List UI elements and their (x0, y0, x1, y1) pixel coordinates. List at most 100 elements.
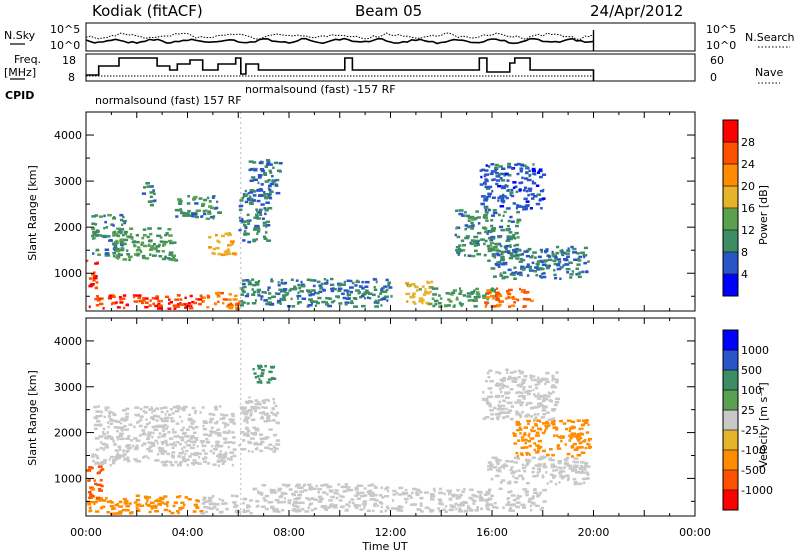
echo-cell (493, 290, 496, 293)
echo-cell (528, 453, 531, 456)
echo-cell (223, 502, 228, 505)
echo-cell (531, 180, 535, 183)
echo-cell (260, 372, 265, 375)
velocity-colorbar-label: Velocity [m s⁻¹] (757, 382, 770, 467)
echo-cell (437, 302, 442, 305)
echo-cell (268, 428, 273, 431)
echo-cell (535, 262, 540, 266)
echo-cell (103, 214, 106, 218)
echo-cell (495, 416, 499, 419)
echo-cell (216, 293, 219, 297)
echo-cell (228, 418, 232, 421)
echo-cell (242, 285, 247, 289)
colorbar-segment (723, 186, 738, 209)
echo-cell (577, 275, 582, 279)
echo-cell (99, 479, 103, 482)
echo-cell (280, 290, 283, 293)
echo-cell (208, 205, 213, 208)
echo-cell (465, 235, 470, 238)
echo-cell (504, 392, 509, 395)
echo-cell (515, 451, 519, 455)
echo-cell (586, 465, 591, 468)
echo-cell (471, 493, 476, 497)
nsearch-series (85, 32, 594, 40)
echo-cell (135, 439, 141, 442)
echo-cell (112, 233, 117, 237)
echo-cell (387, 489, 390, 493)
echo-cell (422, 293, 427, 296)
echo-cell (478, 496, 484, 499)
echo-cell (113, 241, 116, 244)
echo-cell (247, 191, 250, 195)
echo-cell (455, 226, 461, 229)
echo-cell (529, 509, 533, 512)
echo-cell (182, 432, 187, 435)
echo-cell (294, 501, 298, 505)
echo-cell (488, 185, 493, 189)
echo-cell (141, 301, 144, 305)
echo-cell (387, 281, 391, 284)
colorbar-segment (723, 410, 738, 431)
echo-cell (459, 303, 464, 306)
echo-cell (222, 421, 226, 425)
range-tick-label: 1000 (54, 472, 82, 485)
echo-cell (233, 505, 237, 508)
echo-cell (418, 288, 422, 291)
echo-cell (88, 466, 93, 469)
echo-cell (263, 237, 268, 240)
echo-cell (539, 169, 542, 172)
echo-cell (522, 380, 526, 383)
echo-cell (215, 420, 219, 424)
echo-cell (566, 452, 571, 456)
echo-cell (98, 489, 103, 492)
power-colorbar-label: Power [dB] (757, 185, 770, 245)
echo-cell (462, 244, 466, 247)
echo-cell (103, 226, 106, 230)
echo-cell (273, 446, 277, 450)
echo-cell (123, 232, 128, 236)
echo-cell (586, 477, 590, 480)
echo-cell (509, 507, 513, 510)
echo-cell (93, 416, 99, 419)
echo-cell (261, 291, 267, 294)
echo-cell (469, 488, 474, 491)
echo-cell (141, 192, 146, 195)
echo-cell (241, 289, 245, 292)
echo-cell (256, 403, 262, 406)
echo-cell (226, 252, 229, 256)
echo-cell (162, 243, 167, 246)
echo-cell (551, 419, 556, 423)
echo-cell (251, 293, 256, 296)
echo-cell (256, 199, 261, 203)
echo-cell (145, 182, 150, 185)
echo-cell (482, 417, 487, 420)
echo-cell (372, 278, 378, 281)
echo-cell (521, 463, 525, 467)
echo-cell (89, 500, 94, 504)
echo-cell (168, 251, 174, 254)
echo-cell (116, 435, 120, 439)
echo-cell (256, 217, 261, 220)
echo-cell (275, 443, 281, 446)
echo-cell (541, 474, 544, 477)
echo-cell (354, 494, 358, 497)
colorbar-tick-label: 8 (741, 246, 748, 259)
echo-cell (365, 289, 368, 292)
power-ylabel: Slant Range [km] (26, 165, 39, 261)
echo-cell (115, 249, 120, 253)
echo-cell (254, 281, 260, 284)
echo-cell (259, 213, 263, 216)
echo-cell (214, 445, 220, 448)
echo-cell (93, 271, 96, 274)
echo-cell (127, 447, 132, 450)
echo-cell (258, 433, 263, 436)
echo-cell (216, 459, 222, 463)
velocity-scatter (86, 318, 592, 516)
echo-cell (473, 241, 477, 245)
echo-cell (513, 442, 518, 445)
echo-cell (246, 505, 251, 508)
echo-cell (487, 192, 493, 196)
echo-cell (536, 467, 541, 471)
echo-cell (362, 500, 365, 503)
echo-cell (537, 445, 543, 449)
